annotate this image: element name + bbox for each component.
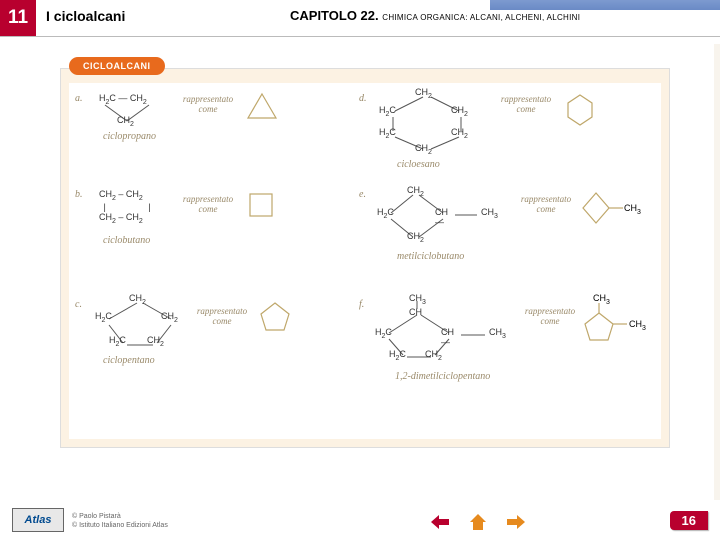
prev-button[interactable] (430, 514, 450, 530)
publisher-logo: Atlas (12, 508, 64, 532)
home-button[interactable] (468, 514, 488, 530)
chapter-num: CAPITOLO 22. (290, 8, 379, 23)
section-title: I cicloalcani (46, 8, 125, 24)
logo-text: Atlas (25, 514, 52, 526)
credit-line-1: © Paolo Pistarà (72, 512, 168, 521)
chapter-label: CAPITOLO 22. CHIMICA ORGANICA: ALCANI, A… (290, 8, 580, 23)
item-c-name: ciclopentano (103, 355, 155, 366)
item-a-repr: rappresentato come (179, 95, 237, 115)
item-e-name: metilciclobutano (397, 251, 464, 262)
nav-controls (430, 514, 526, 530)
item-a-structure: H2C — CH2 CH2 (99, 93, 147, 106)
section-number: 11 (0, 0, 36, 36)
item-e-repr: rappresentato come (517, 195, 575, 215)
item-b-structure: CH2 – CH2 | | CH2 – CH2 (99, 189, 153, 225)
item-a-name: ciclopropano (103, 131, 156, 142)
home-icon (470, 514, 486, 530)
item-f-name: 1,2-dimetilciclopentano (395, 371, 490, 382)
credits: © Paolo Pistarà © Istituto Italiano Ediz… (72, 512, 168, 530)
item-b-repr: rappresentato come (179, 195, 237, 215)
arrow-right-icon (507, 515, 525, 529)
credit-line-2: © Istituto Italiano Edizioni Atlas (72, 521, 168, 530)
item-f-ch3-top: CH3 (593, 293, 610, 306)
chapter-subtitle: CHIMICA ORGANICA: ALCANI, ALCHENI, ALCHI… (382, 13, 580, 22)
chem-grid: a. H2C — CH2 CH2 rappresentato come cicl… (69, 83, 661, 439)
item-a-shape (245, 91, 279, 121)
item-e-ch3: CH3 (624, 203, 641, 216)
next-button[interactable] (506, 514, 526, 530)
item-b-name: ciclobutano (103, 235, 150, 246)
item-b-letter: b. (75, 189, 83, 200)
divider (0, 36, 720, 37)
item-f-letter: f. (359, 299, 364, 310)
item-d-letter: d. (359, 93, 367, 104)
item-c-letter: c. (75, 299, 82, 310)
item-d-repr: rappresentato come (497, 95, 555, 115)
item-d-name: cicloesano (397, 159, 440, 170)
item-c-shape (259, 301, 291, 333)
item-f-repr: rappresentato come (521, 307, 579, 327)
item-e-letter: e. (359, 189, 366, 200)
page-number: 16 (670, 511, 708, 530)
figure-badge: CICLOALCANI (69, 57, 165, 75)
item-a-letter: a. (75, 93, 83, 104)
figure-panel: CICLOALCANI a. H2C — CH2 CH2 rappresenta… (60, 68, 670, 448)
right-strip (714, 44, 720, 500)
item-f-ch3-side: CH3 (629, 319, 646, 332)
item-b-shape (247, 191, 275, 219)
item-d-shape (565, 93, 595, 127)
arrow-left-icon (431, 515, 449, 529)
item-c-repr: rappresentato come (193, 307, 251, 327)
topbar: 11 I cicloalcani CAPITOLO 22. CHIMICA OR… (0, 0, 720, 36)
